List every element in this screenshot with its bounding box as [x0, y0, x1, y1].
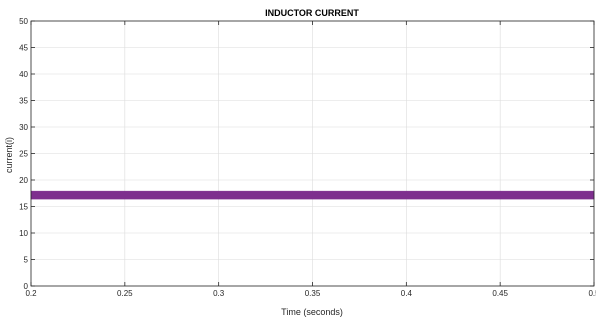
chart-title: INDUCTOR CURRENT [265, 8, 359, 18]
y-axis-label: current(i) [4, 137, 14, 173]
y-tick-label: 10 [19, 229, 28, 238]
ticks: 0.2 0.25 0.3 0.35 0.4 0.45 0.5 0 5 10 15 20 25 30 35 40… [19, 17, 596, 298]
y-tick-label: 15 [19, 203, 28, 212]
x-tick-label: 0.2 [25, 289, 37, 298]
y-tick-label: 20 [19, 176, 28, 185]
y-tick-label: 0 [24, 282, 29, 291]
y-tick-label: 40 [19, 70, 28, 79]
y-tick-label: 5 [24, 256, 29, 265]
y-tick-label: 25 [19, 150, 28, 159]
x-tick-label: 0.35 [305, 289, 321, 298]
x-axis-label: Time (seconds) [281, 307, 343, 317]
y-tick-label: 30 [19, 123, 28, 132]
series-layer [30, 190, 595, 200]
x-tick-label: 0.45 [492, 289, 508, 298]
x-tick-label: 0.5 [588, 289, 596, 298]
x-tick-label: 0.25 [117, 289, 133, 298]
x-tick-label: 0.4 [401, 289, 413, 298]
y-tick-label: 35 [19, 97, 28, 106]
series-band [30, 190, 595, 200]
y-tick-label: 45 [19, 44, 28, 53]
y-tick-label: 50 [19, 17, 28, 26]
x-tick-label: 0.3 [213, 289, 225, 298]
